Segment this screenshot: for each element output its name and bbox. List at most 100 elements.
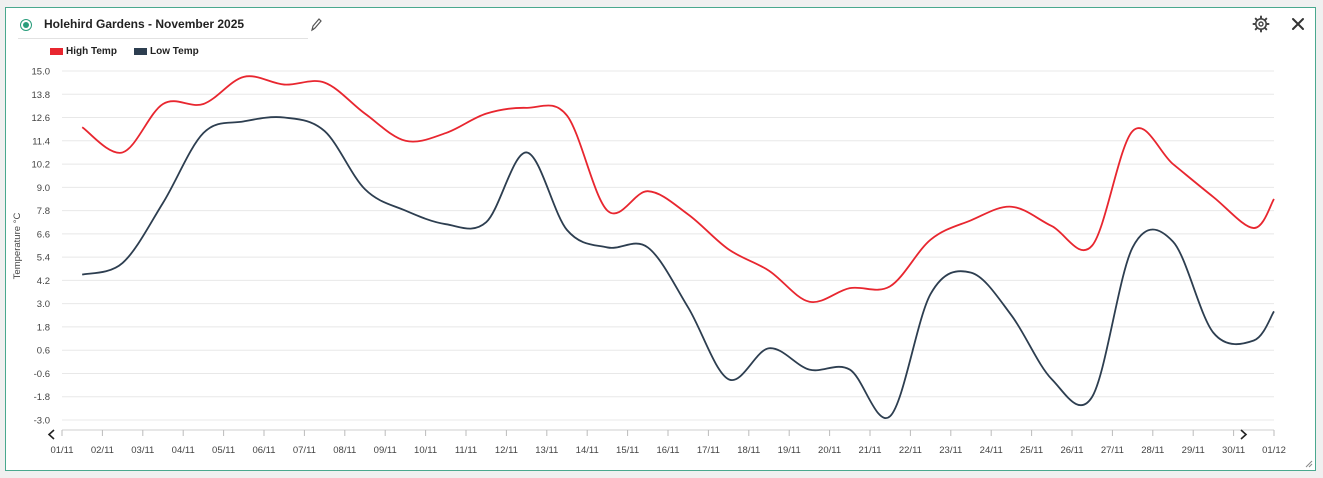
y-axis-label: Temperature °C xyxy=(12,213,23,280)
high-temp-point[interactable] xyxy=(766,268,772,274)
y-tick-label: 15.0 xyxy=(32,67,51,78)
low-temp-point[interactable] xyxy=(402,208,408,214)
high-temp-point[interactable] xyxy=(443,130,449,136)
low-temp-point[interactable] xyxy=(685,305,691,311)
high-temp-point[interactable] xyxy=(1271,196,1277,202)
low-temp-point[interactable] xyxy=(524,149,530,155)
x-tick-label: 01/11 xyxy=(50,445,73,456)
low-temp-point[interactable] xyxy=(241,118,247,124)
high-temp-point[interactable] xyxy=(806,299,812,305)
low-temp-point[interactable] xyxy=(968,270,974,276)
high-temp-point[interactable] xyxy=(726,246,732,252)
high-temp-point[interactable] xyxy=(604,208,610,214)
high-temp-point[interactable] xyxy=(483,111,489,117)
legend-item-high[interactable]: High Temp xyxy=(50,46,117,57)
close-icon[interactable] xyxy=(1289,15,1307,33)
high-temp-point[interactable] xyxy=(402,138,408,144)
high-temp-point[interactable] xyxy=(1170,161,1176,167)
high-temp-point[interactable] xyxy=(1251,225,1257,231)
low-temp-point[interactable] xyxy=(726,376,732,382)
low-temp-point[interactable] xyxy=(322,128,328,134)
low-temp-point[interactable] xyxy=(766,345,772,351)
high-temp-point[interactable] xyxy=(1210,194,1216,200)
x-tick-label: 15/11 xyxy=(616,445,639,456)
high-temp-point[interactable] xyxy=(79,124,85,130)
y-tick-label: 5.4 xyxy=(37,253,50,264)
legend-item-low[interactable]: Low Temp xyxy=(134,46,199,57)
low-temp-point[interactable] xyxy=(160,200,166,206)
x-tick-label: 09/11 xyxy=(374,445,397,456)
legend-swatch-low xyxy=(134,47,147,55)
pencil-icon[interactable] xyxy=(309,17,323,33)
low-temp-point[interactable] xyxy=(564,227,570,233)
x-tick-label: 16/11 xyxy=(656,445,679,456)
low-temp-point[interactable] xyxy=(1089,394,1095,400)
high-temp-point[interactable] xyxy=(887,283,893,289)
low-temp-point[interactable] xyxy=(645,244,651,250)
gear-icon[interactable] xyxy=(1252,15,1270,33)
high-temp-point[interactable] xyxy=(524,105,530,111)
x-tick-label: 06/11 xyxy=(252,445,275,456)
y-tick-label: 3.0 xyxy=(37,299,50,310)
high-temp-point[interactable] xyxy=(928,237,934,243)
x-tick-label: 30/11 xyxy=(1222,445,1245,456)
scroll-right-icon[interactable] xyxy=(1240,429,1248,440)
low-temp-point[interactable] xyxy=(806,367,812,373)
x-tick-label: 19/11 xyxy=(778,445,801,456)
high-temp-point[interactable] xyxy=(1089,243,1095,249)
resize-handle-icon[interactable] xyxy=(1305,460,1313,468)
high-temp-point[interactable] xyxy=(564,113,570,119)
high-temp-point[interactable] xyxy=(200,101,206,107)
high-temp-point[interactable] xyxy=(362,111,368,117)
low-temp-point[interactable] xyxy=(928,291,934,297)
x-tick-label: 20/11 xyxy=(818,445,841,456)
status-radio-icon[interactable] xyxy=(20,19,32,31)
scroll-left-icon[interactable] xyxy=(47,429,55,440)
low-temp-point[interactable] xyxy=(1130,244,1136,250)
high-temp-point[interactable] xyxy=(322,80,328,86)
x-tick-label: 26/11 xyxy=(1060,445,1083,456)
low-temp-point[interactable] xyxy=(887,413,893,419)
high-temp-line[interactable] xyxy=(81,75,1275,303)
y-tick-label: 10.2 xyxy=(32,160,51,171)
x-tick-label: 04/11 xyxy=(172,445,195,456)
low-temp-point[interactable] xyxy=(1049,376,1055,382)
low-temp-point[interactable] xyxy=(1251,338,1257,344)
title-field[interactable]: Holehird Gardens - November 2025 xyxy=(18,16,308,39)
low-temp-point[interactable] xyxy=(443,221,449,227)
low-temp-point[interactable] xyxy=(362,186,368,192)
high-temp-point[interactable] xyxy=(1130,128,1136,134)
high-temp-point[interactable] xyxy=(685,211,691,217)
high-temp-point[interactable] xyxy=(645,188,651,194)
low-temp-point[interactable] xyxy=(483,219,489,225)
y-tick-label: 7.8 xyxy=(37,206,50,217)
low-temp-point[interactable] xyxy=(1210,330,1216,336)
low-temp-point[interactable] xyxy=(281,115,287,121)
high-temp-point[interactable] xyxy=(847,285,853,291)
y-tick-label: 13.8 xyxy=(32,90,51,101)
low-temp-point[interactable] xyxy=(200,130,206,136)
low-temp-point[interactable] xyxy=(1008,312,1014,318)
y-tick-label: -3.0 xyxy=(34,416,50,427)
high-temp-point[interactable] xyxy=(1008,204,1014,210)
y-tick-label: 11.4 xyxy=(32,136,50,147)
high-temp-point[interactable] xyxy=(968,217,974,223)
high-temp-point[interactable] xyxy=(1049,223,1055,229)
high-temp-point[interactable] xyxy=(241,74,247,80)
x-tick-label: 08/11 xyxy=(333,445,356,456)
low-temp-point[interactable] xyxy=(1170,239,1176,245)
y-tick-label: 9.0 xyxy=(37,183,50,194)
low-temp-point[interactable] xyxy=(120,260,126,266)
x-tick-label: 21/11 xyxy=(858,445,881,456)
low-temp-point[interactable] xyxy=(79,272,85,278)
low-temp-point[interactable] xyxy=(1271,308,1277,314)
low-temp-line[interactable] xyxy=(81,116,1275,419)
x-tick-label: 18/11 xyxy=(737,445,760,456)
low-temp-point[interactable] xyxy=(847,367,853,373)
high-temp-point[interactable] xyxy=(120,149,126,155)
high-temp-point[interactable] xyxy=(281,82,287,88)
high-temp-point[interactable] xyxy=(160,101,166,107)
low-temp-point[interactable] xyxy=(604,244,610,250)
x-tick-label: 28/11 xyxy=(1141,445,1164,456)
